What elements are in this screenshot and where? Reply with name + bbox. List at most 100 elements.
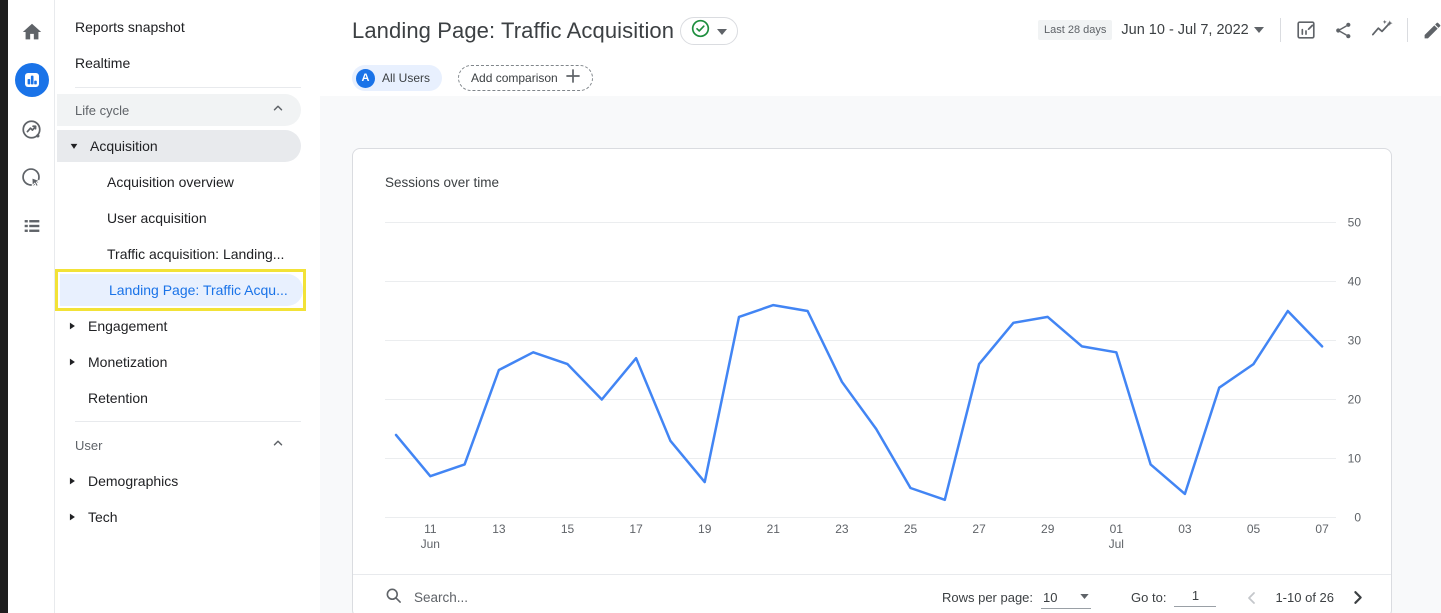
- svg-text:07: 07: [1315, 522, 1329, 536]
- svg-text:Jun: Jun: [421, 537, 440, 551]
- sidebar-item-label: Landing Page: Traffic Acqu...: [109, 282, 288, 298]
- sidebar-item-label: Engagement: [88, 318, 168, 334]
- sidebar-item-engagement[interactable]: Engagement: [55, 310, 304, 342]
- chart-title: Sessions over time: [385, 175, 500, 190]
- page-title: Landing Page: Traffic Acquisition: [352, 18, 675, 43]
- triangle-right-icon: [64, 476, 80, 486]
- table-toolbar: Rows per page: 10 Go to: 1-10 of 26: [353, 574, 1391, 613]
- svg-text:20: 20: [1348, 393, 1362, 407]
- svg-text:40: 40: [1348, 275, 1362, 289]
- sidebar-section-life-cycle[interactable]: Life cycle: [57, 94, 301, 126]
- home-icon: [21, 21, 43, 43]
- explore-icon: [20, 118, 43, 141]
- check-circle-icon: [691, 19, 710, 43]
- report-header: [320, 0, 1441, 96]
- rows-per-page-value: 10: [1043, 589, 1058, 605]
- svg-text:03: 03: [1178, 522, 1192, 536]
- date-range-preset-badge: Last 28 days: [1038, 20, 1113, 40]
- goto-page-input[interactable]: [1174, 588, 1217, 607]
- svg-text:25: 25: [904, 522, 918, 536]
- nav-reports-button[interactable]: [8, 63, 55, 97]
- svg-text:05: 05: [1247, 522, 1261, 536]
- header-actions: Last 28 days Jun 10 - Jul 7, 2022: [1038, 15, 1441, 45]
- sidebar-item-user-acquisition[interactable]: User acquisition: [55, 202, 304, 234]
- all-users-chip[interactable]: A All Users: [352, 65, 443, 91]
- svg-text:01: 01: [1110, 522, 1124, 536]
- sidebar-item-tech[interactable]: Tech: [55, 501, 304, 533]
- tutorial-highlight-box: Landing Page: Traffic Acqu...: [55, 269, 306, 311]
- svg-text:50: 50: [1348, 216, 1362, 230]
- caret-down-icon[interactable]: [1251, 18, 1267, 42]
- triangle-right-icon: [64, 512, 80, 522]
- avatar: A: [356, 68, 375, 88]
- app-nav-rail: [8, 0, 55, 613]
- svg-text:19: 19: [698, 522, 712, 536]
- svg-text:11: 11: [424, 522, 437, 536]
- sidebar-item-label: User acquisition: [107, 210, 207, 226]
- chevron-up-icon: [271, 101, 285, 120]
- customize-report-icon[interactable]: [1294, 18, 1318, 42]
- goto-label: Go to:: [1131, 590, 1167, 605]
- svg-text:27: 27: [972, 522, 986, 536]
- sidebar-item-label: Monetization: [88, 354, 168, 370]
- all-users-chip-label: All Users: [382, 71, 431, 85]
- sidebar-item-retention[interactable]: Retention: [55, 382, 304, 414]
- section-header-label: Life cycle: [75, 102, 130, 118]
- sidebar-item-demographics[interactable]: Demographics: [55, 465, 304, 497]
- next-page-button[interactable]: [1347, 588, 1367, 608]
- left-edge-strip: [0, 0, 8, 613]
- sidebar-item-label: Tech: [88, 509, 118, 525]
- sidebar-item-label: Acquisition overview: [107, 174, 234, 190]
- chevron-up-icon: [271, 436, 285, 455]
- caret-down-icon: [1080, 587, 1089, 605]
- nav-library-button[interactable]: [8, 214, 55, 238]
- plus-icon: [565, 68, 580, 88]
- library-icon: [21, 215, 43, 237]
- search-icon: [385, 587, 402, 609]
- nav-advertising-button[interactable]: [8, 165, 55, 189]
- report-validity-badge[interactable]: [680, 17, 738, 45]
- nav-explore-button[interactable]: [8, 117, 55, 141]
- search-input[interactable]: [414, 590, 674, 605]
- nav-home-button[interactable]: [8, 20, 55, 44]
- date-range-selector[interactable]: Jun 10 - Jul 7, 2022: [1121, 22, 1249, 38]
- sidebar-item-acquisition-overview[interactable]: Acquisition overview: [55, 166, 304, 198]
- sidebar-section-user[interactable]: User: [57, 429, 301, 461]
- caret-down-icon: [717, 22, 727, 40]
- sidebar-item-acquisition[interactable]: Acquisition: [57, 130, 301, 162]
- sidebar-divider: [75, 87, 301, 88]
- svg-text:0: 0: [1354, 511, 1361, 525]
- sidebar-item-landing-page-traffic-acquisition-selected[interactable]: Landing Page: Traffic Acqu...: [60, 274, 303, 306]
- divider: [1279, 18, 1281, 42]
- svg-text:17: 17: [629, 522, 643, 536]
- share-icon[interactable]: [1332, 18, 1356, 42]
- section-header-label: User: [75, 437, 103, 453]
- svg-text:Jul: Jul: [1109, 537, 1124, 551]
- sidebar-item-realtime[interactable]: Realtime: [55, 47, 304, 79]
- svg-text:29: 29: [1041, 522, 1055, 536]
- svg-text:13: 13: [492, 522, 506, 536]
- divider: [1406, 18, 1408, 42]
- comparison-chips: A All Users Add comparison: [352, 65, 593, 91]
- svg-text:23: 23: [835, 522, 849, 536]
- sidebar-item-label: Demographics: [88, 473, 179, 489]
- add-comparison-button[interactable]: Add comparison: [458, 65, 593, 91]
- sidebar-item-reports-snapshot[interactable]: Reports snapshot: [55, 11, 304, 43]
- sidebar-item-monetization[interactable]: Monetization: [55, 346, 304, 378]
- advertising-icon: [20, 166, 43, 189]
- edit-icon[interactable]: [1421, 18, 1441, 42]
- sidebar-divider: [75, 421, 301, 422]
- reports-sidebar: Reports snapshot Realtime Life cycle Acq…: [55, 0, 320, 613]
- svg-text:10: 10: [1348, 452, 1362, 466]
- rows-per-page-select[interactable]: 10: [1041, 587, 1092, 609]
- reports-icon: [14, 63, 49, 97]
- previous-page-button[interactable]: [1242, 588, 1262, 608]
- sidebar-item-label: Acquisition: [90, 138, 158, 154]
- sidebar-item-traffic-acquisition[interactable]: Traffic acquisition: Landing...: [55, 238, 304, 270]
- svg-text:21: 21: [767, 522, 781, 536]
- svg-text:15: 15: [561, 522, 575, 536]
- insights-icon[interactable]: [1370, 18, 1394, 42]
- sidebar-item-label: Reports snapshot: [75, 19, 185, 35]
- rows-per-page-label: Rows per page:: [941, 590, 1034, 605]
